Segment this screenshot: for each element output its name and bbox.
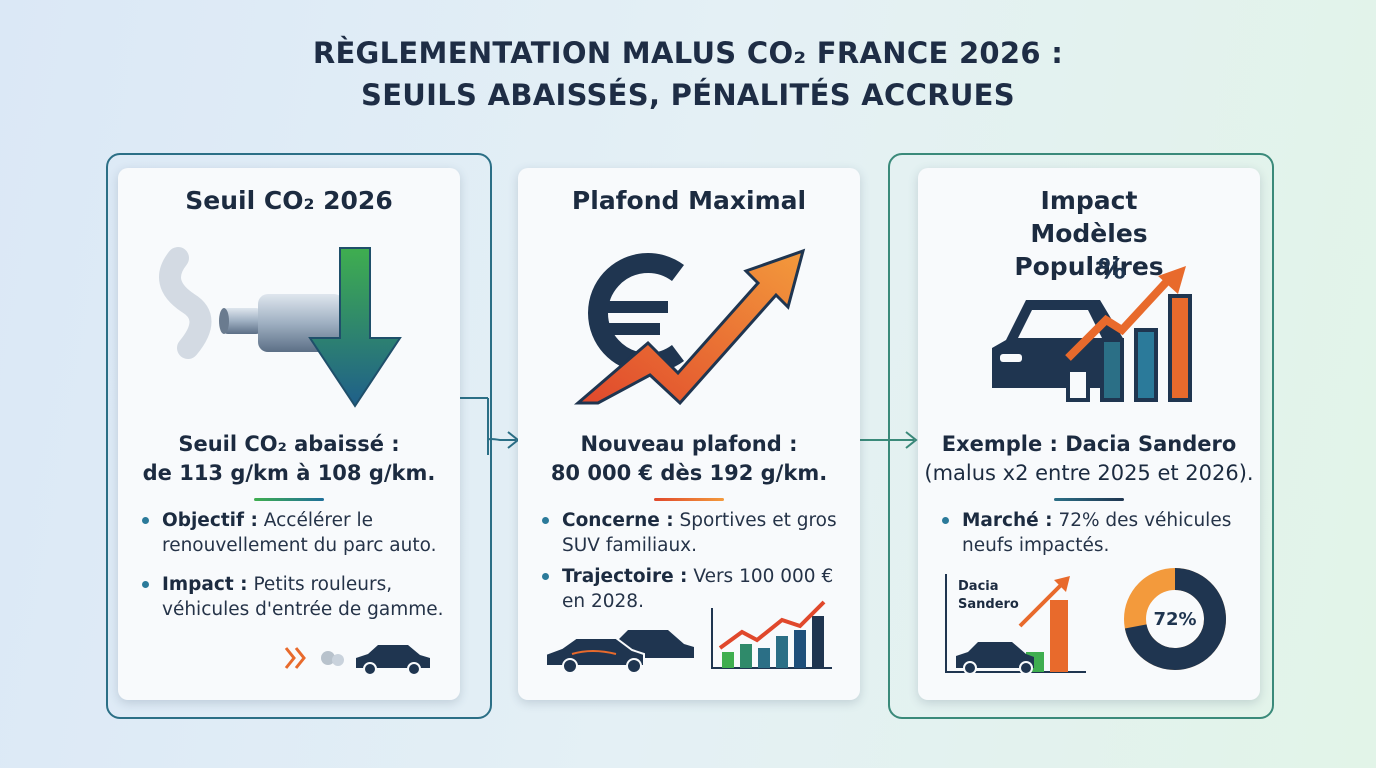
bullet-label: Trajectoire : (562, 566, 688, 587)
separator (254, 498, 324, 501)
card-title: Seuil CO₂ 2026 (185, 186, 393, 215)
card: Plafond Maximal Nouveau plafond : 80 000… (518, 168, 860, 700)
bullet-text: Petits rouleurs, véhicules d'entrée de g… (162, 574, 444, 620)
bullet-text: 72% des véhicules neufs impactés. (962, 510, 1232, 556)
frame (106, 153, 492, 719)
bullet-list: Objectif : Accélérer le renouvellement d… (140, 508, 446, 636)
headline-line: de 113 g/km à 108 g/km. (142, 461, 436, 485)
title-line: SEUILS ABAISSÉS, PÉNALITÉS ACCRUES (361, 78, 1015, 112)
bullet-label: Impact : (162, 574, 248, 595)
separator (1054, 498, 1124, 501)
car-icon (284, 645, 430, 676)
bullet-text: Vers 100 000 € en 2028. (562, 566, 834, 612)
donut-arc (1124, 568, 1226, 670)
card-title: Plafond Maximal (571, 186, 807, 215)
chart-label: Dacia Sandero (958, 579, 1019, 612)
headline: Exemple : Dacia Sandero (malus x2 entre … (918, 430, 1260, 488)
bullet: Impact : Petits rouleurs, véhicules d'en… (140, 572, 446, 622)
headline-line: (malus x2 entre 2025 et 2026). (924, 461, 1254, 485)
car-bars-icon: % (992, 258, 1192, 402)
card: Seuil CO₂ 2026 Seuil CO₂ abaissé : de 11… (118, 168, 460, 700)
headline: Nouveau plafond : 80 000 € dès 192 g/km. (518, 430, 860, 488)
headline: Seuil CO₂ abaissé : de 113 g/km à 108 g/… (118, 430, 460, 488)
bullet: Trajectoire : Vers 100 000 € en 2028. (540, 564, 846, 614)
title-line: RÈGLEMENTATION MALUS CO₂ FRANCE 2026 : (312, 36, 1064, 70)
donut-label: 72% (1153, 609, 1196, 630)
mini-chart (945, 574, 1086, 675)
bullet: Marché : 72% des véhicules neufs impacté… (940, 508, 1246, 558)
headline-line: 80 000 € dès 192 g/km. (550, 461, 828, 485)
card: Impact Modèles Populaires % Exemple : Da… (918, 168, 1260, 700)
headline-line: Exemple : Dacia Sandero (941, 432, 1237, 456)
bullet-text: Accélérer le renouvellement du parc auto… (162, 510, 437, 556)
bullet-list: Marché : 72% des véhicules neufs impacté… (940, 508, 1246, 572)
euro-icon (573, 248, 806, 406)
cars-chart-icon (545, 600, 832, 674)
exhaust-icon (159, 247, 402, 408)
card-title: Impact Modèles Populaires (1014, 186, 1164, 281)
bullet-text: Sportives et gros SUV familiaux. (562, 510, 837, 556)
bullet-label: Marché : (962, 510, 1053, 531)
bullet-label: Objectif : (162, 510, 258, 531)
bullet-label: Concerne : (562, 510, 674, 531)
svg-text:%: % (1098, 258, 1126, 285)
bullet-list: Concerne : Sportives et gros SUV familia… (540, 508, 846, 628)
bullet: Objectif : Accélérer le renouvellement d… (140, 508, 446, 558)
donut-chart: 72% (1124, 568, 1226, 670)
bullet: Concerne : Sportives et gros SUV familia… (540, 508, 846, 558)
separator (654, 498, 724, 501)
headline-line: Nouveau plafond : (580, 432, 798, 456)
frame (888, 153, 1274, 719)
headline-line: Seuil CO₂ abaissé : (178, 432, 400, 456)
